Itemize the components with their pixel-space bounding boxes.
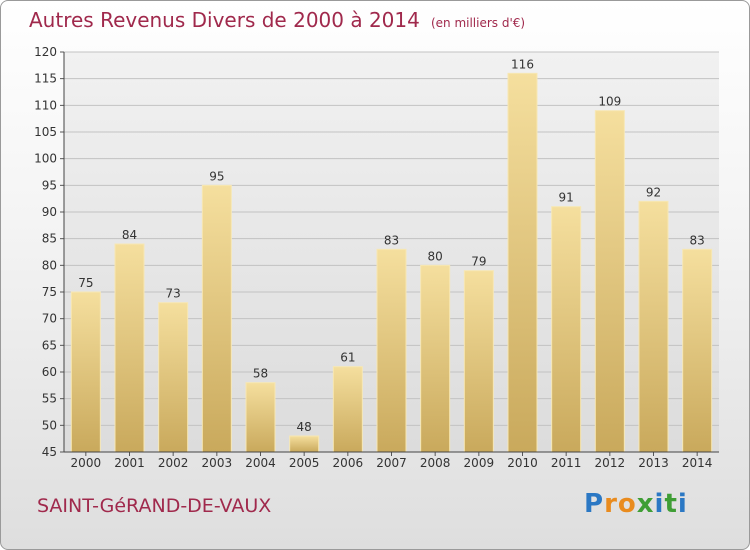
data-label: 73 (166, 287, 181, 301)
bar (158, 302, 189, 453)
data-label: 84 (122, 228, 137, 242)
chart-title: Autres Revenus Divers de 2000 à 2014 (en… (29, 8, 525, 32)
data-label: 109 (598, 95, 621, 109)
logo-letter: i (654, 489, 665, 519)
chart-title-text: Autres Revenus Divers de 2000 à 2014 (29, 8, 420, 32)
x-tick-label: 2006 (333, 456, 364, 470)
data-label: 80 (428, 249, 443, 263)
bars (70, 72, 713, 453)
data-label: 92 (646, 185, 661, 199)
bar (332, 366, 363, 453)
y-tick-label: 105 (34, 125, 57, 139)
y-tick-label: 120 (34, 45, 57, 59)
data-label: 95 (209, 169, 224, 183)
bar (201, 184, 232, 453)
bar (245, 382, 276, 453)
logo-letter: x (636, 489, 655, 519)
y-tick-label: 80 (42, 258, 57, 272)
axes (60, 51, 719, 456)
x-tick-label: 2010 (507, 456, 538, 470)
bar (70, 291, 101, 453)
commune-name: SAINT-GéRAND-DE-VAUX (37, 495, 272, 517)
x-tick-label: 2004 (245, 456, 276, 470)
logo-letter: P (584, 489, 605, 519)
data-label: 58 (253, 367, 268, 381)
bar (594, 110, 625, 453)
proxiti-logo: Proxiti (584, 489, 688, 519)
bar (463, 270, 494, 453)
data-label: 83 (690, 233, 705, 247)
x-tick-label: 2011 (551, 456, 582, 470)
bar (682, 248, 713, 453)
x-tick-label: 2002 (158, 456, 189, 470)
x-tick-label: 2003 (202, 456, 233, 470)
y-tick-label: 55 (42, 392, 57, 406)
bar (289, 435, 320, 453)
logo-letter: r (604, 489, 618, 519)
y-tick-label: 115 (34, 72, 57, 86)
x-tick-label: 2009 (464, 456, 495, 470)
y-tick-label: 60 (42, 365, 57, 379)
x-tick-label: 2001 (114, 456, 145, 470)
y-tick-label: 50 (42, 418, 57, 432)
bar (376, 248, 407, 453)
bar (507, 72, 538, 453)
bar (551, 206, 582, 453)
x-tick-label: 2013 (638, 456, 669, 470)
data-label: 79 (471, 255, 486, 269)
x-tick-label: 2014 (682, 456, 713, 470)
chart-subtitle: (en milliers d'€) (430, 16, 526, 30)
y-tick-label: 45 (42, 445, 57, 459)
x-tick-label: 2005 (289, 456, 320, 470)
y-tick-label: 75 (42, 285, 57, 299)
y-tick-label: 100 (34, 152, 57, 166)
logo-letter: t (664, 489, 678, 519)
data-label: 83 (384, 233, 399, 247)
bar (420, 264, 451, 453)
data-label: 75 (78, 276, 93, 290)
labels: 45 50 55 60 65 70 75 80 85 90 95 100 105 110 115 120 75 2… (34, 45, 712, 470)
data-label: 116 (511, 57, 534, 71)
y-tick-label: 110 (34, 98, 57, 112)
x-tick-label: 2007 (376, 456, 407, 470)
logo-letter: i (677, 489, 688, 519)
bar (638, 200, 669, 453)
data-label: 91 (559, 191, 574, 205)
x-tick-label: 2012 (595, 456, 626, 470)
bar (114, 243, 145, 453)
x-tick-label: 2000 (71, 456, 102, 470)
y-tick-label: 85 (42, 232, 57, 246)
y-tick-label: 65 (42, 338, 57, 352)
logo-letter: o (617, 489, 637, 519)
data-label: 61 (340, 351, 355, 365)
y-tick-label: 95 (42, 178, 57, 192)
data-label: 48 (297, 420, 312, 434)
y-tick-label: 70 (42, 312, 57, 326)
x-tick-label: 2008 (420, 456, 451, 470)
y-tick-label: 90 (42, 205, 57, 219)
